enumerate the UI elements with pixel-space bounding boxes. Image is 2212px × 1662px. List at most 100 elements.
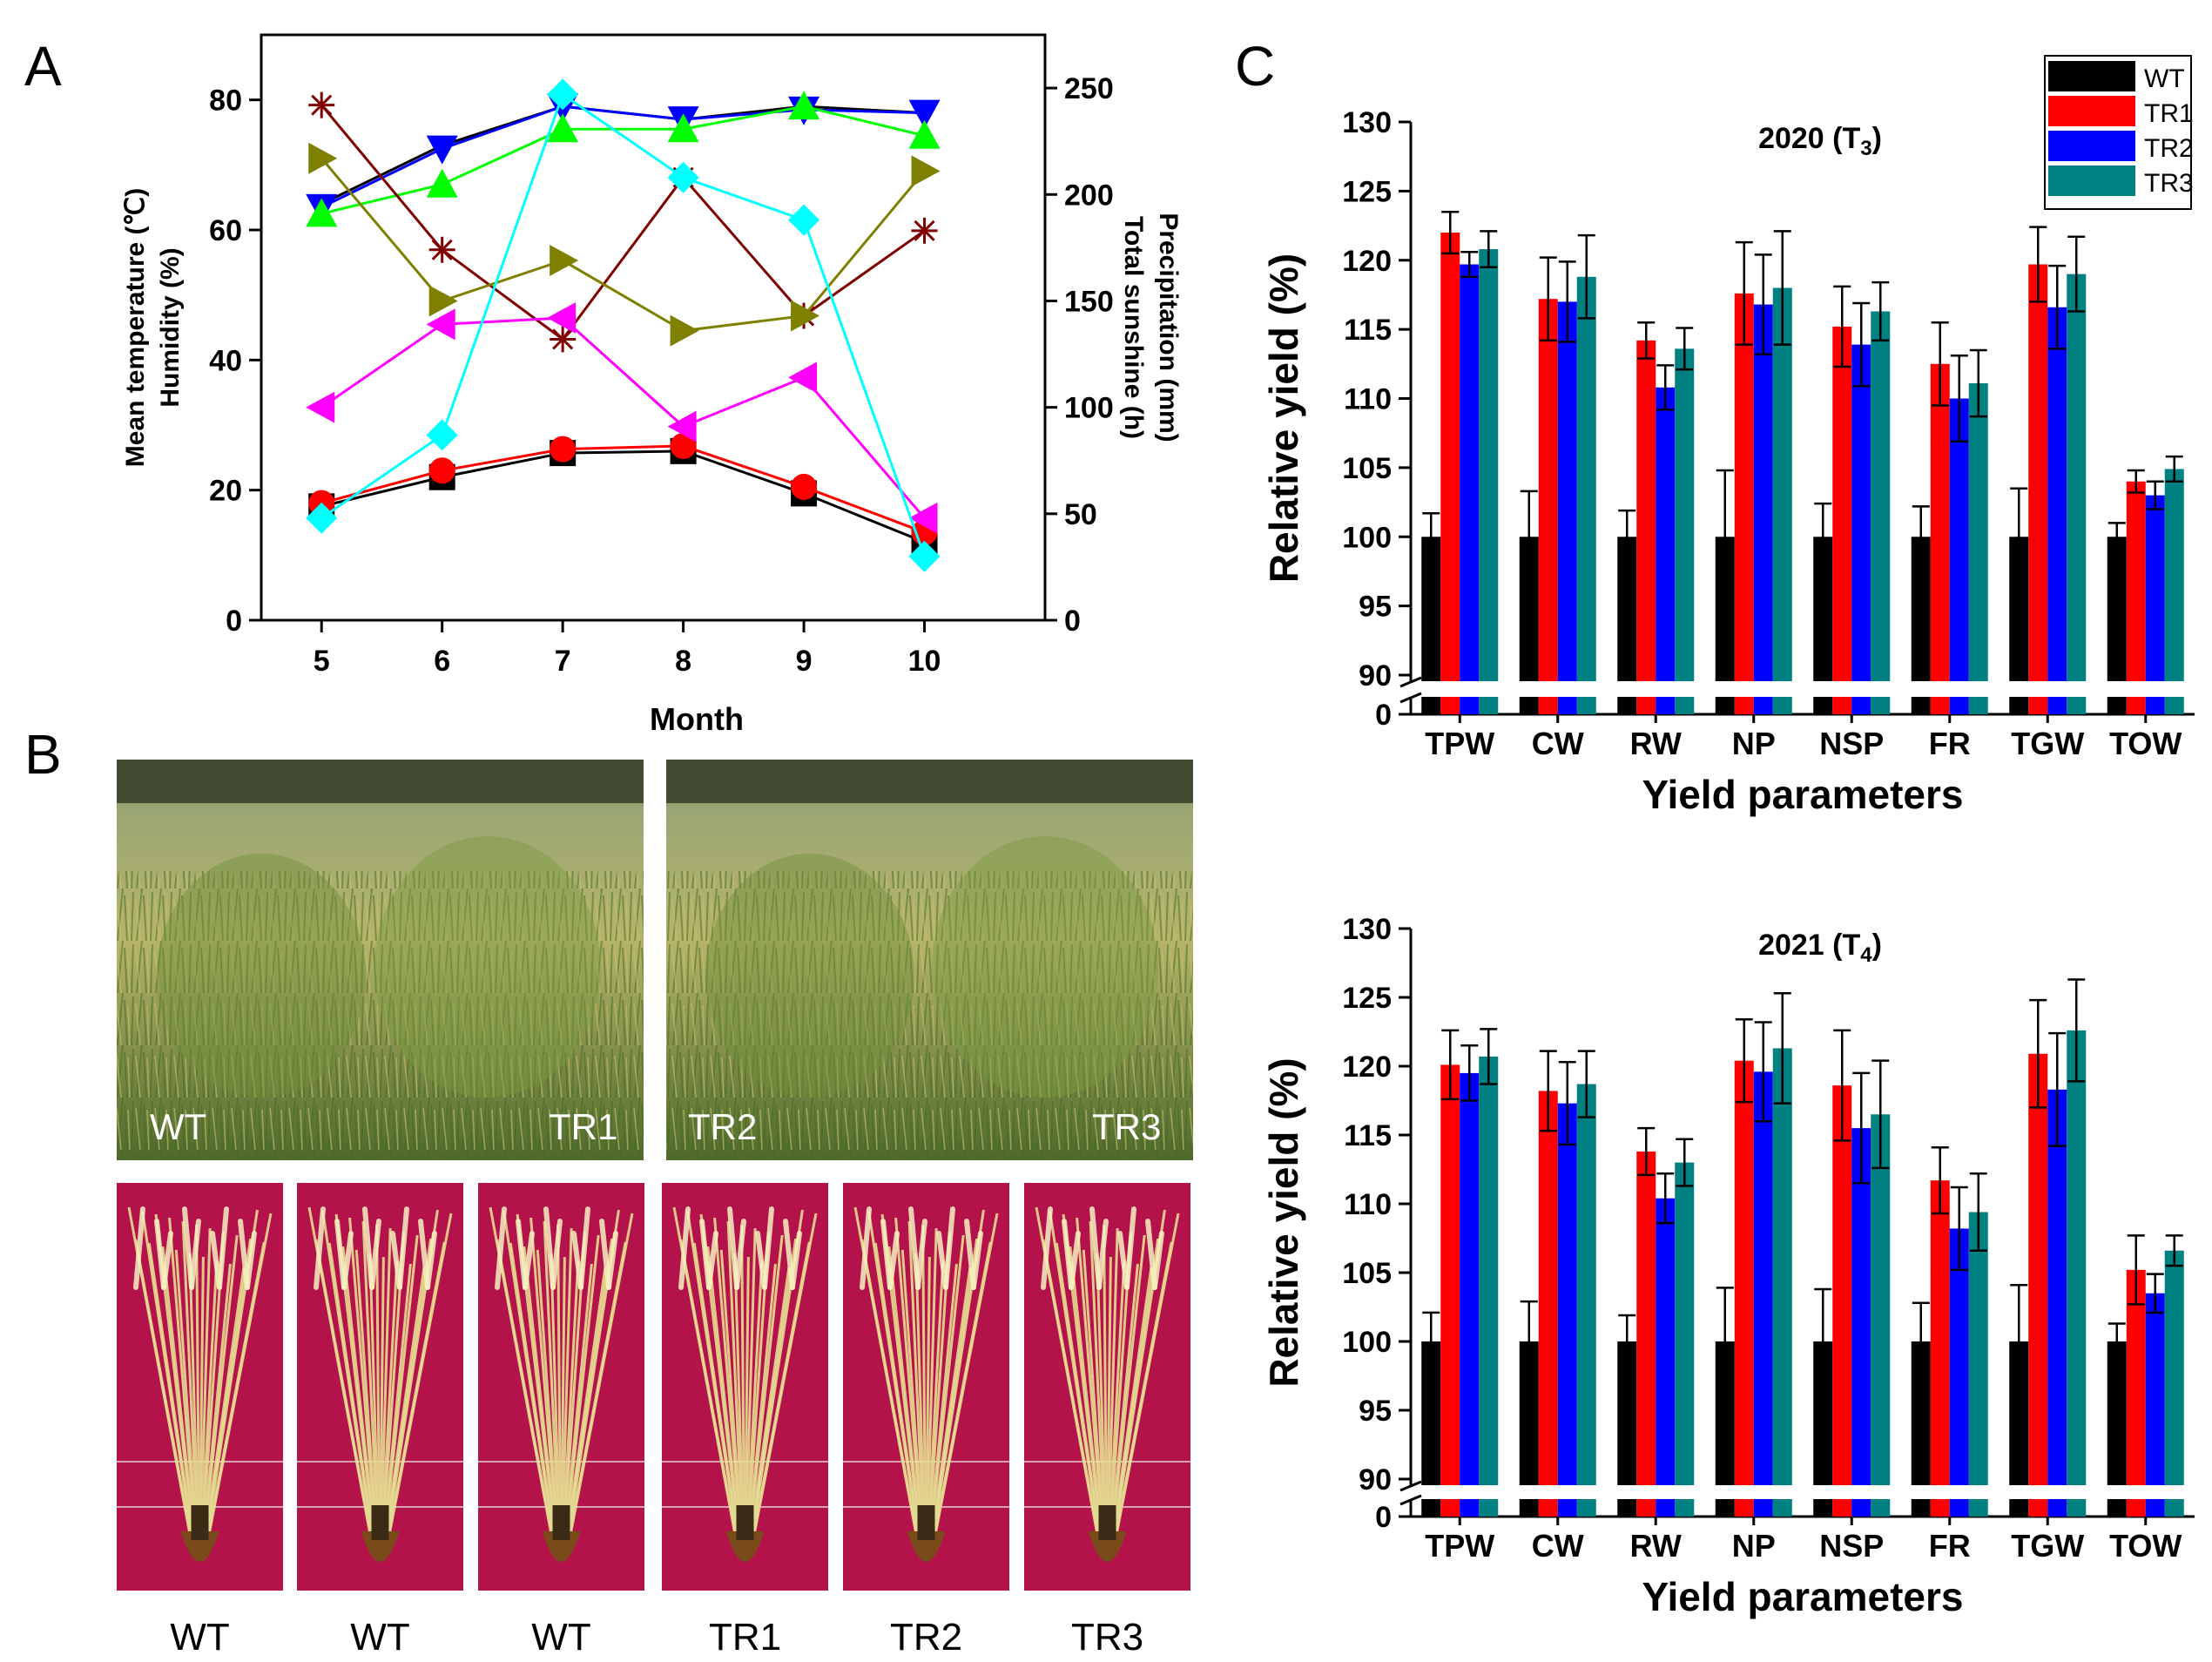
y-right-tick-label: 200 [1064,179,1114,212]
bar-upper [1753,304,1773,681]
plant-label: WT [170,1616,229,1659]
bar-wt-cw [1519,1300,1539,1517]
bar-lower [1851,1499,1871,1517]
series-line [320,105,925,206]
bar-lower [1421,1499,1441,1517]
data-point [908,502,938,534]
bar-lower [1753,697,1773,714]
chart-a: 0 20 40 60 80 0 50 100 150 200 250 5 6 7 8 9 10 Month Mean… [121,33,1183,737]
bar-upper [1968,1212,1988,1485]
bar-upper [2145,1293,2165,1485]
bar-upper [2028,264,2048,681]
y-tick-label: 90 [1359,1463,1392,1496]
bar-tr1-fr [1930,1145,1950,1517]
bar-upper [1851,344,1871,681]
y-tick-label: 105 [1342,1257,1392,1290]
x-axis-label: Yield parameters [1642,772,1963,817]
bar-lower [1675,697,1695,714]
data-point [791,300,820,332]
bar-tr3-rw [1675,1138,1695,1517]
bar-lower [1460,1499,1480,1517]
plant-label: WT [350,1616,409,1659]
bar-upper [1538,299,1558,681]
plant-photo-1 [117,1183,283,1591]
bar-wt-nsp [1813,502,1833,714]
bar-upper [2145,495,2165,681]
bar-lower [1557,1499,1577,1517]
data-point [911,155,941,187]
y-left-label-2: Humidity (%) [156,247,185,407]
bar-upper [1440,1064,1460,1485]
plant-photo-6 [1024,1183,1190,1591]
data-point [667,113,699,143]
bar-upper [1832,326,1852,681]
bar-lower [1753,1499,1773,1517]
bar-tr3-tpw [1479,1028,1499,1517]
bar-upper [1734,1060,1754,1485]
bar-upper [2067,1030,2087,1485]
y-tick-label: 120 [1342,245,1392,278]
bar-upper [1753,1071,1773,1485]
bar-lower [1813,697,1833,714]
axis-break-mark [1399,676,1422,688]
bar-upper [1871,311,1891,681]
series-line [320,92,926,557]
bar-tr2-tpw [1460,1044,1480,1517]
bar-lower [1734,1499,1754,1517]
data-point [308,91,335,118]
axis-break-mark [1399,1494,1422,1506]
panel-label-b: B [24,723,62,786]
field-label-wt: WT [150,1106,206,1147]
bar-lower [1479,697,1499,714]
bar-lower [1617,1499,1637,1517]
data-point [547,78,579,111]
bar-upper [1675,1162,1695,1485]
y-left-tick-label: 60 [209,214,242,247]
series-line [320,104,926,341]
bar-lower [1871,1499,1891,1517]
data-point [667,410,697,443]
y-tick-label: 115 [1344,314,1392,347]
bar-tr2-tgw [2047,264,2067,714]
data-point [788,204,820,236]
legend-swatch-wt [2048,61,2135,91]
bar-lower [1930,697,1950,714]
bar-upper [1636,1151,1656,1485]
bar-lower [1538,1499,1558,1517]
category-label: RW [1630,1528,1682,1564]
bar-tr2-tow [2145,480,2165,714]
x-axis-label: Yield parameters [1642,1574,1963,1619]
category-label: NSP [1819,726,1884,761]
series-total-sunshine-cyan-diamonds- [306,78,941,572]
y-left-tick-label: 40 [209,344,242,377]
bar-upper [1557,1103,1577,1485]
bar-lower [1421,697,1441,714]
y-tick-label: 130 [1342,913,1392,946]
bar-upper [1460,264,1480,681]
bar-tr1-tow [2126,1234,2146,1517]
y-tick-label: 120 [1342,1051,1392,1084]
bar-upper [1519,1341,1539,1485]
bar-upper [2067,274,2087,681]
bar-lower [1851,697,1871,714]
category-label: RW [1630,726,1682,761]
bar-lower [1617,697,1637,714]
plant-photos: WT WT WT TR1 TR2 TR3 [117,1183,1190,1659]
field-label-tr2: TR2 [688,1106,757,1147]
bar-lower [1715,1499,1735,1517]
bar-upper [1930,1180,1950,1485]
y-tick-label: 115 [1344,1119,1392,1152]
bar-upper [1617,1341,1637,1485]
bar-wt-tow [2107,1322,2127,1517]
data-point [426,135,458,165]
y-tick-label: 130 [1342,106,1392,139]
bar-wt-fr [1911,505,1931,714]
data-point [428,457,455,484]
bar-upper [1636,340,1656,681]
plant-label: TR3 [1071,1616,1143,1659]
bar-upper [1440,233,1460,681]
bar-tr1-tgw [2028,998,2048,1517]
category-label: FR [1929,726,1971,761]
bar-lower [1949,697,1969,714]
series-mean-temperature-red-circles- [308,432,938,546]
